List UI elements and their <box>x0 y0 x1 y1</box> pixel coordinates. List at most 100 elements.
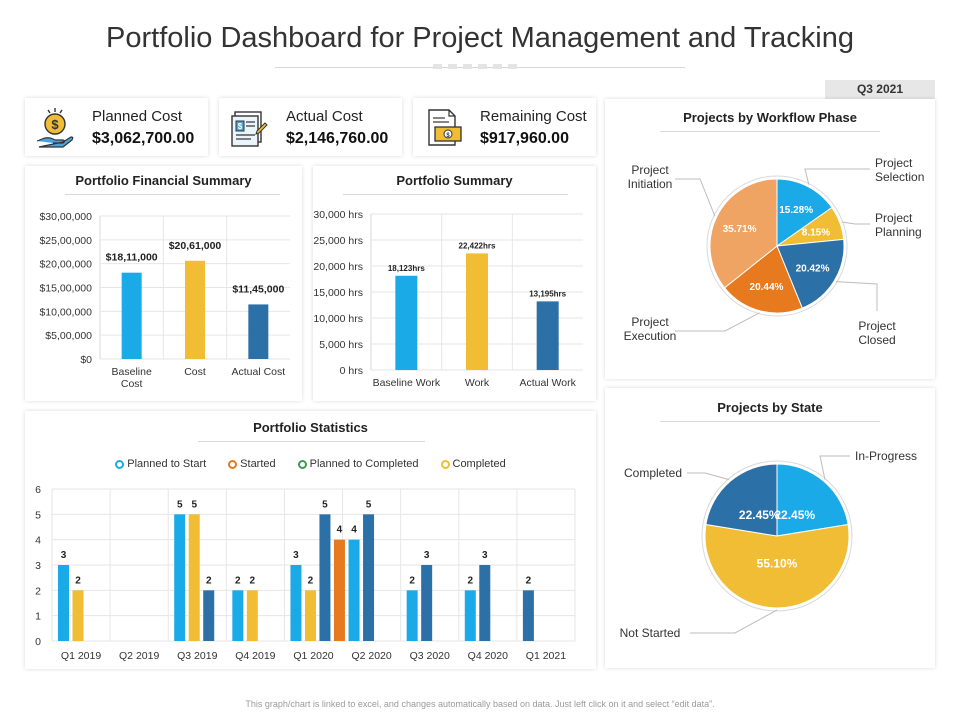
pie-slice <box>723 245 803 314</box>
data-label: $18,11,000 <box>106 252 158 264</box>
chart-title: Projects by State <box>717 400 823 415</box>
category-label: Not Started <box>620 626 681 640</box>
x-tick-label: Q2 2020 <box>351 650 391 662</box>
x-tick-label: Q3 2019 <box>177 650 217 662</box>
svg-text:$: $ <box>51 117 59 132</box>
chart-title: Projects by Workflow Phase <box>683 110 857 125</box>
svg-text:$: $ <box>238 122 243 131</box>
category-label: Project <box>875 156 913 170</box>
data-label: 2 <box>206 575 212 586</box>
bar <box>174 514 186 641</box>
bar <box>479 565 491 641</box>
workflow-phase-card: Projects by Workflow Phase 15.28% Project… <box>605 99 935 379</box>
data-label: 13,195hrs <box>529 289 566 298</box>
state-pie-chart: 22.45% In-Progress 55.10% Not Started 22.45%… <box>620 449 917 640</box>
x-tick-label: Q2 2019 <box>119 650 159 662</box>
category-label: Planning <box>875 225 922 239</box>
data-label: 22,422hrs <box>459 241 496 250</box>
data-label: 3 <box>424 550 430 561</box>
data-label: 4 <box>337 525 343 536</box>
cash-document-icon: $ <box>428 109 462 146</box>
x-tick-label: Cost <box>121 378 143 390</box>
data-label: 3 <box>61 550 67 561</box>
y-tick-label: 1 <box>35 611 41 623</box>
leader-line <box>687 472 730 481</box>
chart-title: Portfolio Summary <box>396 173 513 188</box>
data-label: 5 <box>366 499 372 510</box>
x-tick-label: Actual Cost <box>231 366 285 378</box>
legend-item: Completed <box>440 458 506 470</box>
kpi-label: Actual Cost <box>286 108 363 125</box>
data-label: 2 <box>235 575 241 586</box>
y-tick-label: 4 <box>35 535 41 547</box>
kpi-value: $2,146,760.00 <box>286 130 389 147</box>
legend-swatch <box>297 459 307 469</box>
y-tick-label: $15,00,000 <box>39 283 92 295</box>
y-tick-label: 30,000 hrs <box>313 209 363 221</box>
bar <box>522 590 534 641</box>
financial-summary-card: Portfolio Financial Summary $0 $5,00,000 $… <box>25 166 302 401</box>
pie-slice <box>776 238 845 309</box>
x-tick-label: Q1 2020 <box>293 650 333 662</box>
summary-bar-chart: 0 hrs 5,000 hrs 10,000 hrs 15,000 hrs 20,000… <box>313 209 583 389</box>
category-label: Closed <box>858 333 895 347</box>
slice-label: 22.45% <box>739 508 780 522</box>
data-label: 5 <box>177 499 183 510</box>
slice-label: 8.15% <box>802 228 830 239</box>
bar <box>464 590 476 641</box>
y-tick-label: 0 <box>35 636 41 648</box>
svg-text:$: $ <box>446 133 450 139</box>
y-tick-label: 15,000 hrs <box>313 287 363 299</box>
title-divider <box>660 421 880 422</box>
leader-line <box>690 609 778 634</box>
slice-label: 22.45% <box>774 508 815 522</box>
data-label: 18,123hrs <box>388 264 425 273</box>
x-tick-label: Q1 2019 <box>61 650 101 662</box>
title-divider <box>660 131 880 132</box>
bar <box>185 260 205 359</box>
slice-label: 20.42% <box>796 263 830 274</box>
portfolio-summary-card: Portfolio Summary 0 hrs 5,000 hrs 10,000 h… <box>313 166 596 401</box>
kpi-card-planned-cost: $ Planned Cost $3,062,700.00 <box>25 98 208 156</box>
slice-label: 55.10% <box>757 556 798 570</box>
bar <box>406 590 418 641</box>
y-tick-label: 2 <box>35 585 41 597</box>
pie-slice <box>776 178 833 247</box>
data-label: 3 <box>293 550 299 561</box>
y-tick-label: $30,00,000 <box>39 211 92 223</box>
data-label: $20,61,000 <box>169 240 222 252</box>
bar <box>333 539 345 641</box>
bar <box>421 565 433 641</box>
invoice-icon: $ <box>231 111 268 147</box>
y-tick-label: $10,00,000 <box>39 306 92 318</box>
data-label: 2 <box>526 575 532 586</box>
bar <box>121 272 142 359</box>
legend-swatch <box>440 459 450 469</box>
pie-slice <box>776 463 849 537</box>
bar <box>466 253 488 370</box>
portfolio-statistics-card: Portfolio Statistics Planned to Start St… <box>25 411 596 669</box>
y-tick-label: 5 <box>35 509 41 521</box>
project-state-card: Projects by State 22.45% In-Progress 55.10… <box>605 388 935 668</box>
data-label: 2 <box>308 575 314 586</box>
slice-label: 35.71% <box>723 224 757 235</box>
bar <box>363 514 375 641</box>
category-label: Project <box>631 315 669 329</box>
title-divider <box>65 194 280 195</box>
bar <box>319 514 331 641</box>
category-label: Project <box>875 211 913 225</box>
data-label: 2 <box>467 575 473 586</box>
kpi-value: $917,960.00 <box>480 130 569 147</box>
legend-label: Planned to Start <box>127 458 207 470</box>
legend-label: Completed <box>452 458 506 470</box>
category-label: Execution <box>624 329 677 343</box>
bar <box>536 301 559 370</box>
x-tick-label: Baseline <box>112 366 152 378</box>
x-tick-label: Work <box>465 377 490 389</box>
leader-line <box>819 455 850 480</box>
kpi-card-remaining-cost: $ Remaining Cost $917,960.00 <box>413 98 596 156</box>
workflow-pie-chart: 15.28%ProjectSelection8.15%ProjectPlanni… <box>624 156 925 347</box>
title-divider <box>198 441 425 442</box>
slice-label: 20.44% <box>750 282 784 293</box>
leader-line <box>836 281 878 311</box>
